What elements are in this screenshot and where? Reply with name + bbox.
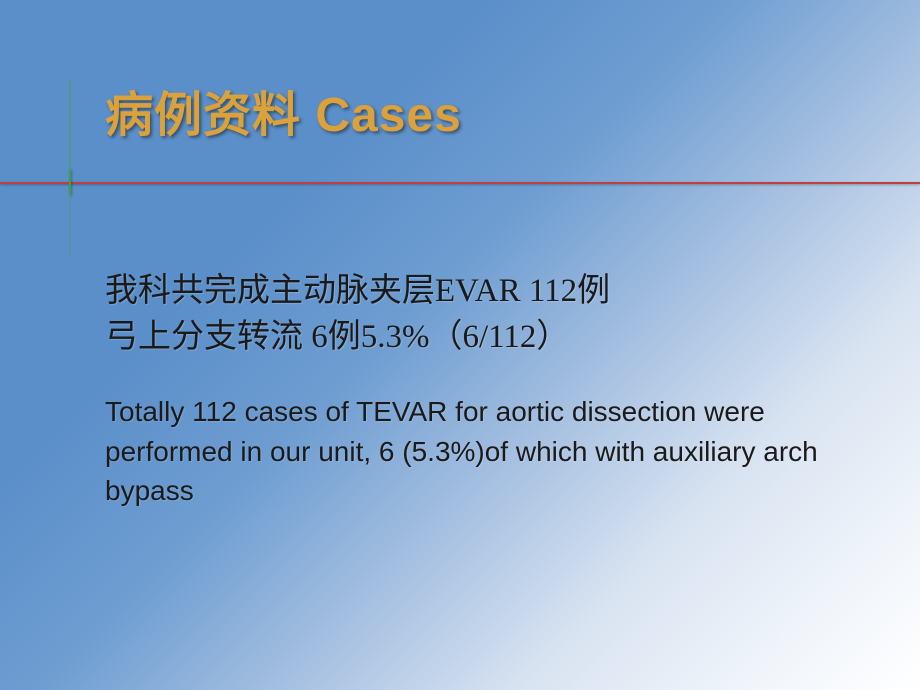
english-paragraph: Totally 112 cases of TEVAR for aortic di… (105, 392, 855, 510)
body-content: 我科共完成主动脉夹层EVAR 112例 弓上分支转流 6例5.3%（6/112）… (105, 268, 855, 510)
chinese-line-1: 我科共完成主动脉夹层EVAR 112例 (105, 268, 855, 314)
chinese-line-2: 弓上分支转流 6例5.3%（6/112） (105, 314, 855, 360)
presentation-slide: 病例资料 Cases 我科共完成主动脉夹层EVAR 112例 弓上分支转流 6例… (0, 0, 920, 690)
slide-title: 病例资料 Cases (105, 75, 462, 145)
horizontal-rule (0, 182, 920, 184)
vertical-accent (69, 170, 71, 196)
divider-crosshair (0, 170, 920, 200)
title-container: 病例资料 Cases (105, 75, 462, 145)
